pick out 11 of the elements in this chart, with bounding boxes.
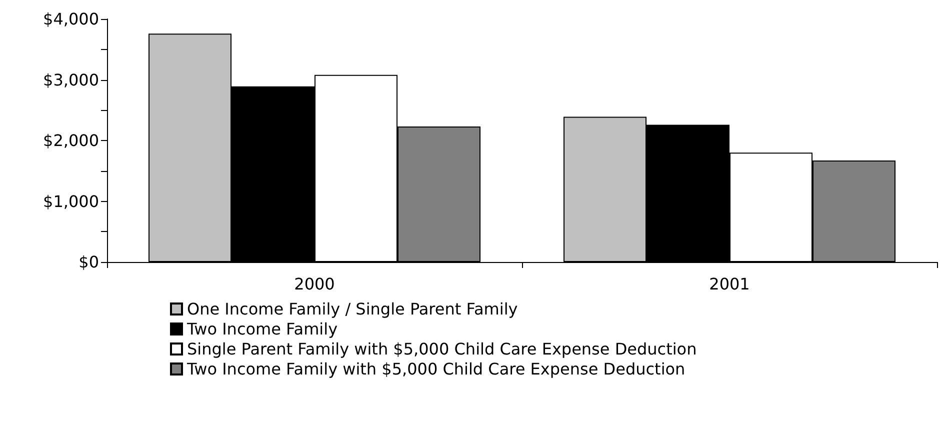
y-tick-label: $0 bbox=[78, 252, 99, 272]
y-tick-label: $4,000 bbox=[43, 10, 99, 28]
legend-label: Single Parent Family with $5,000 Child Care Expense Deduction bbox=[187, 340, 697, 358]
x-tick-label: 2000 bbox=[294, 274, 335, 294]
legend-label: Two Income Family bbox=[186, 320, 338, 338]
legend-label: Two Income Family with $5,000 Child Care Expense Deduction bbox=[186, 360, 686, 378]
y-tick-label: $2,000 bbox=[43, 131, 99, 150]
x-tick-label: 2001 bbox=[709, 274, 750, 294]
y-tick-label: $3,000 bbox=[43, 70, 99, 90]
legend-label: One Income Family / Single Parent Family bbox=[187, 300, 518, 318]
y-tick-label: $1,000 bbox=[43, 192, 99, 211]
